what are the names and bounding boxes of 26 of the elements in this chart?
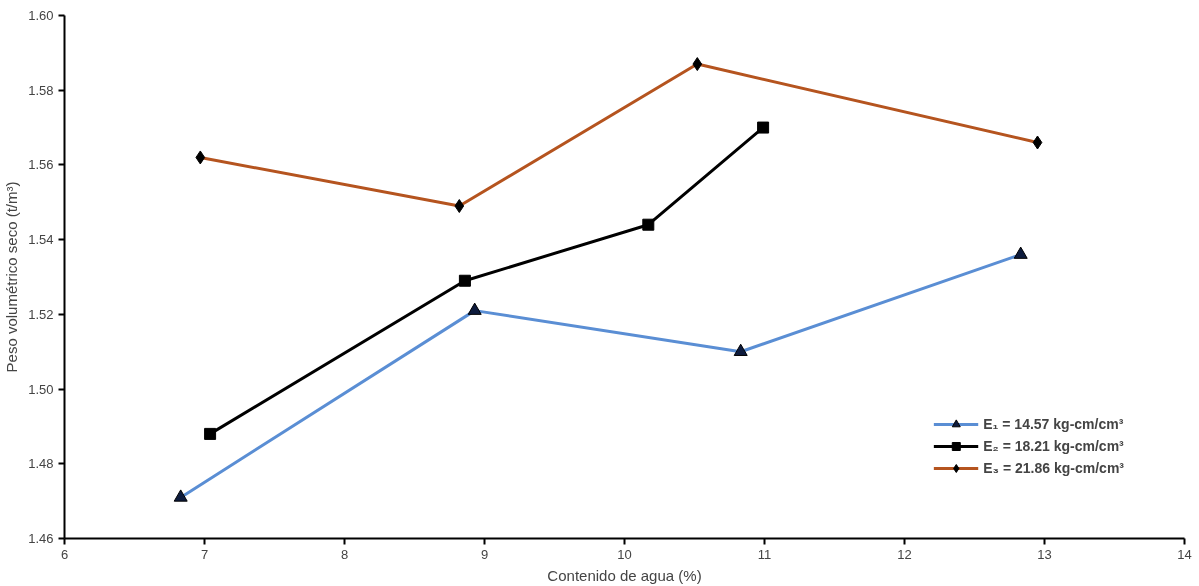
x-tick-label: 8 xyxy=(340,546,349,562)
point xyxy=(458,274,471,287)
x-tick-label: 12 xyxy=(897,546,912,562)
x-tick-label: 9 xyxy=(480,546,489,562)
y-tick-label: 1.56 xyxy=(28,157,54,173)
y-tick-label: 1.48 xyxy=(28,456,54,472)
x-tick-label: 7 xyxy=(200,546,209,562)
x-tick-label: 11 xyxy=(757,546,772,562)
point xyxy=(642,218,655,231)
y-tick-label: 1.50 xyxy=(28,381,54,397)
y-tick-label: 1.52 xyxy=(28,306,54,322)
y-tick-label: 1.60 xyxy=(28,8,54,23)
x-tick-label: 6 xyxy=(60,546,69,562)
legend-label: E₃ = 21.86 kg-cm/cm³ xyxy=(983,460,1124,476)
x-tick-label: 14 xyxy=(1177,546,1192,562)
x-tick-label: 13 xyxy=(1037,546,1052,562)
y-tick-label: 1.54 xyxy=(28,232,54,248)
y-axis-title: Peso volumétrico seco (t/m³) xyxy=(3,181,21,373)
point xyxy=(204,427,217,440)
legend-label: E₂ = 18.21 kg-cm/cm³ xyxy=(983,438,1124,454)
y-tick-label: 1.46 xyxy=(28,531,54,546)
x-tick-label: 10 xyxy=(617,546,632,562)
legend-label: E₁ = 14.57 kg-cm/cm³ xyxy=(983,416,1124,432)
y-tick-label: 1.58 xyxy=(28,82,54,98)
x-axis-title: Contenido de agua (%) xyxy=(547,566,702,584)
point xyxy=(757,121,770,134)
